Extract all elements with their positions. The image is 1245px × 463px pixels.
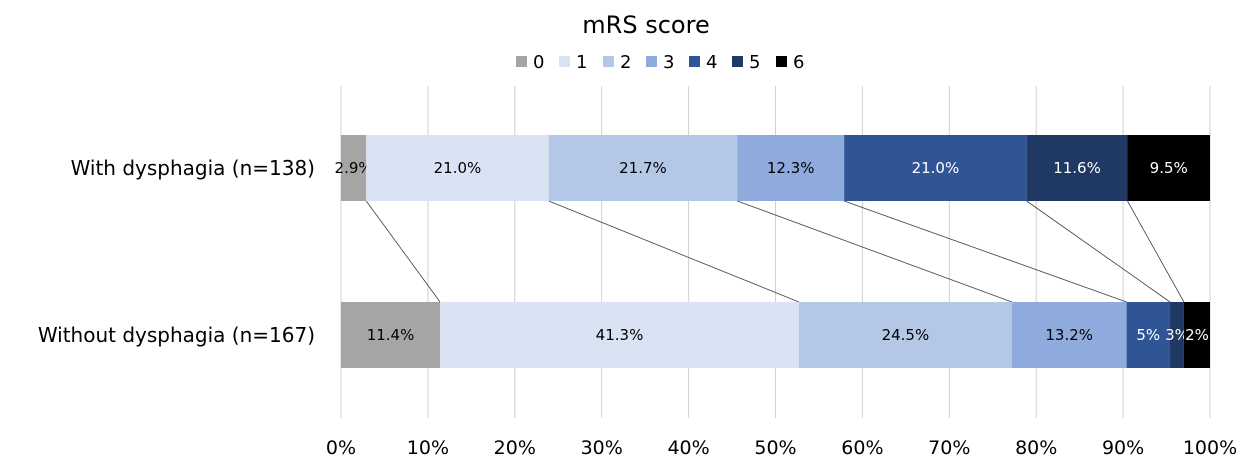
series-connector-line [844, 200, 1127, 303]
data-label: 12.3% [767, 159, 815, 177]
data-label: 21.7% [619, 159, 667, 177]
x-tick-label: 30% [581, 437, 623, 459]
bar-segment [798, 302, 1012, 368]
series-connector-line [548, 200, 800, 303]
legend-label: 3 [663, 52, 674, 73]
bar-segment [737, 135, 845, 201]
legend-label: 5 [749, 52, 760, 73]
x-tick-label: 60% [841, 437, 883, 459]
legend-label: 0 [533, 52, 544, 73]
legend: 0 1 2 3 4 5 6 [516, 52, 804, 73]
x-axis-tick-labels: 0% 10% 20% 30% 40% 50% 60% 70% 80% 90% 100% [326, 437, 1237, 459]
legend-swatch [689, 56, 700, 67]
series-lines [365, 200, 1185, 303]
legend-swatch [732, 56, 743, 67]
bar-segment [341, 135, 367, 201]
chart-title: mRS score [582, 11, 709, 39]
data-label: 5% [1136, 326, 1160, 344]
bar-segment [341, 302, 441, 368]
x-tick-label: 70% [928, 437, 970, 459]
legend-swatch [559, 56, 570, 67]
data-label: 9.5% [1150, 159, 1188, 177]
data-label: 11.4% [367, 326, 415, 344]
bar-segment [1170, 302, 1184, 368]
x-tick-label: 100% [1183, 437, 1237, 459]
legend-swatch [776, 56, 787, 67]
bar-segment [1126, 302, 1171, 368]
x-tick-label: 40% [667, 437, 709, 459]
data-label: 13.2% [1045, 326, 1093, 344]
series-connector-line [365, 200, 441, 303]
series-connector-line [1127, 200, 1185, 303]
x-tick-label: 0% [326, 437, 356, 459]
data-label: 24.5% [882, 326, 930, 344]
x-tick-label: 10% [407, 437, 449, 459]
legend-label: 2 [620, 52, 631, 73]
bar-segment [548, 135, 738, 201]
data-label: 3% [1165, 326, 1189, 344]
legend-swatch [516, 56, 527, 67]
bar-segment [1183, 302, 1210, 368]
legend-label: 4 [706, 52, 717, 73]
series-connector-line [1026, 200, 1171, 303]
bar-segment [1127, 135, 1210, 201]
legend-swatch [646, 56, 657, 67]
bar-segment [440, 302, 799, 368]
data-label: 41.3% [596, 326, 644, 344]
category-label: Without dysphagia (n=167) [38, 323, 315, 347]
data-label: 21.0% [434, 159, 482, 177]
category-labels: With dysphagia (n=138) Without dysphagia … [38, 156, 315, 347]
data-label: 11.6% [1053, 159, 1101, 177]
data-label: 21.0% [912, 159, 960, 177]
bar-segment [366, 135, 549, 201]
legend-label: 6 [793, 52, 804, 73]
data-label: 2% [1185, 326, 1209, 344]
legend-label: 1 [576, 52, 587, 73]
x-tick-label: 90% [1102, 437, 1144, 459]
x-tick-label: 20% [494, 437, 536, 459]
bar-segment [844, 135, 1027, 201]
legend-swatch [603, 56, 614, 67]
x-tick-label: 80% [1015, 437, 1057, 459]
bars: 2.9% 11.4% 21.0% 41.3% 21.7% 24.5% 12.3% 13.2% 2… [335, 135, 1210, 368]
bar-segment [1011, 302, 1127, 368]
bar-segment [1026, 135, 1128, 201]
series-connector-line [737, 200, 1013, 303]
data-label: 2.9% [335, 159, 373, 177]
category-label: With dysphagia (n=138) [71, 156, 315, 180]
x-tick-label: 50% [754, 437, 796, 459]
